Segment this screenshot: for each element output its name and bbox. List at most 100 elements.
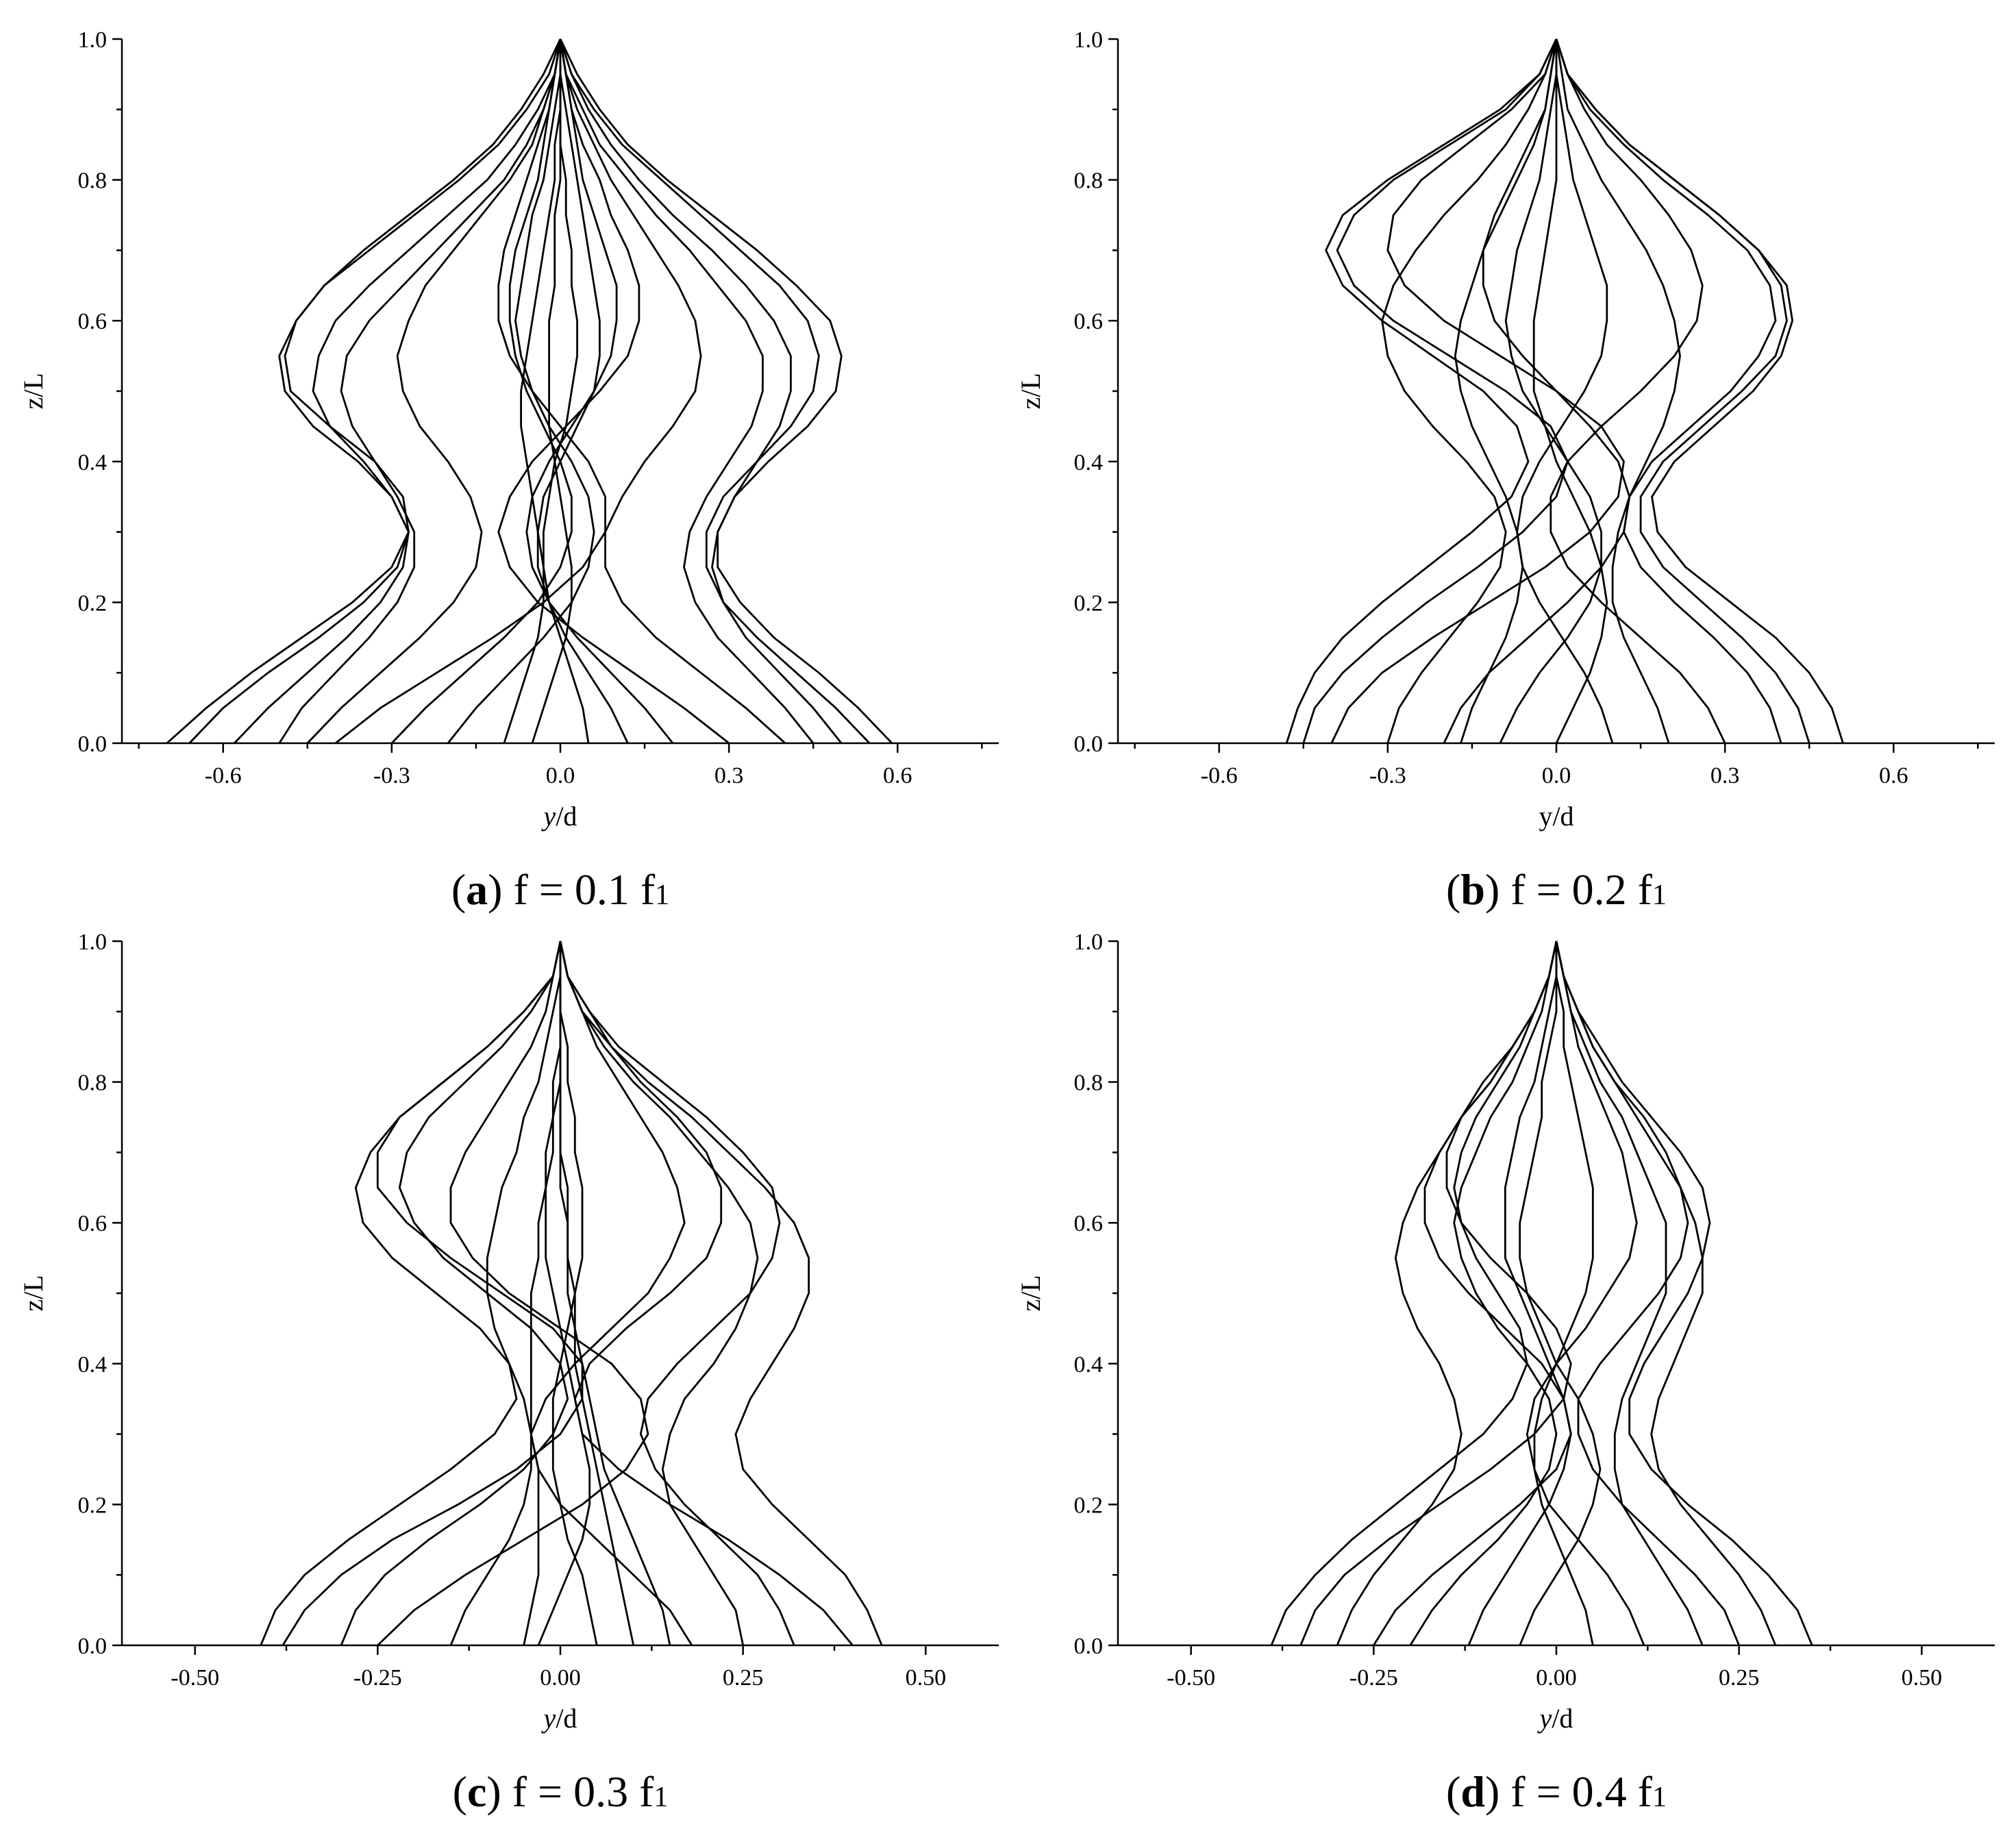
y-axis-label: z/L — [18, 1275, 49, 1311]
caption-subscript: 1 — [1652, 1782, 1667, 1813]
profile-line-4 — [1443, 38, 1631, 744]
profile-line-8 — [1516, 39, 1614, 744]
y-tick-label: 0.2 — [78, 590, 108, 616]
profile-line-13 — [1555, 38, 1844, 744]
profile-line-12 — [559, 940, 795, 1646]
profile-line-2 — [340, 940, 569, 1646]
y-tick-label: 0.0 — [78, 1634, 108, 1659]
panel-caption: (a) f = 0.1 f1 — [451, 865, 669, 914]
profile-line-1 — [1302, 38, 1569, 744]
profile-line-3 — [1381, 38, 1558, 744]
profile-line-13 — [559, 940, 854, 1646]
profile-line-10 — [530, 940, 693, 1646]
x-tick-label: -0.6 — [205, 763, 242, 788]
caption-subscript: 1 — [1652, 880, 1667, 911]
y-tick-label: 1.0 — [1074, 930, 1104, 955]
profile-line-17 — [559, 38, 871, 744]
x-axis-label: y/d — [1537, 1703, 1573, 1734]
x-tick-label: 0.3 — [1710, 763, 1740, 788]
x-axis-label: y/d — [541, 801, 577, 832]
profile-line-10 — [1555, 940, 1740, 1646]
profile-line-0 — [1270, 940, 1558, 1646]
x-axis-label-rest: /d — [1552, 1703, 1573, 1734]
caption-letter: c — [467, 1767, 486, 1816]
profile-lines — [1285, 38, 1844, 744]
profile-line-1 — [1299, 940, 1572, 1646]
panel-a: 0.0 0.2 0.4 0.6 0.8 1.0 -0.6 -0.3 0.0 0.3 0.6 y/d z/… — [18, 27, 999, 914]
y-tick-label: 0.2 — [1074, 1493, 1104, 1518]
y-tick-label: 0.6 — [78, 309, 108, 334]
x-axis-label: y/d — [541, 1703, 577, 1734]
x-tick-label: 0.00 — [1536, 1665, 1577, 1691]
x-axis-label-rest: y/d — [1539, 801, 1573, 832]
x-tick-label: 0.50 — [1902, 1665, 1943, 1691]
profile-line-6 — [390, 38, 573, 744]
profile-line-12 — [1555, 38, 1810, 744]
caption-text: f = 0.3 f — [501, 1767, 654, 1816]
y-tick-label: 0.4 — [1074, 1352, 1104, 1377]
profile-line-6 — [1499, 39, 1603, 744]
profile-line-1 — [282, 940, 584, 1646]
x-tick-label: -0.50 — [171, 1665, 219, 1691]
caption-letter: b — [1460, 865, 1485, 914]
profile-line-0 — [166, 38, 562, 745]
profile-line-13 — [497, 38, 730, 745]
profile-line-8 — [1526, 940, 1645, 1646]
caption-letter: a — [466, 865, 488, 914]
y-tick-label: 0.2 — [78, 1493, 108, 1518]
x-tick-label: 0.6 — [883, 763, 912, 788]
x-tick-label: 0.50 — [906, 1665, 947, 1691]
profile-line-5 — [334, 38, 606, 745]
panel-caption: (d) f = 0.4 f1 — [1446, 1767, 1667, 1816]
profile-lines — [1270, 940, 1813, 1646]
x-tick-label: 0.25 — [723, 1665, 764, 1691]
y-tick-label: 1.0 — [78, 27, 108, 53]
profile-line-14 — [559, 38, 786, 745]
profile-line-9 — [1555, 940, 1704, 1646]
panel-b: 0.0 0.2 0.4 0.6 0.8 1.0 -0.6 -0.3 0.0 0.3 0.6 y/d z/… — [1015, 27, 1995, 914]
profile-line-9 — [559, 941, 671, 1646]
profile-line-7 — [1532, 39, 1608, 744]
x-axis-label-rest: /d — [556, 801, 577, 832]
profile-line-8 — [503, 39, 562, 744]
x-axis-label: y/d — [1539, 801, 1573, 832]
y-tick-label: 0.2 — [1074, 590, 1104, 616]
profile-line-2 — [1330, 38, 1625, 744]
profile-line-16 — [559, 38, 843, 744]
y-axis-label: z/L — [18, 373, 49, 409]
panel-c: 0.0 0.2 0.4 0.6 0.8 1.0 -0.50 -0.25 0.00 0.25 0.50… — [18, 930, 999, 1816]
x-axis-label-rest: /d — [556, 1703, 577, 1734]
y-tick-label: 0.4 — [78, 450, 108, 475]
profile-line-2 — [1336, 940, 1558, 1646]
x-tick-label: -0.25 — [353, 1665, 402, 1691]
profile-line-14 — [559, 940, 883, 1646]
profile-line-3 — [1373, 940, 1572, 1646]
caption-text: f = 0.1 f — [502, 865, 655, 914]
x-tick-label: -0.3 — [373, 763, 410, 788]
x-tick-label: 0.0 — [546, 763, 575, 788]
y-tick-label: 1.0 — [78, 930, 108, 955]
profile-line-5 — [1454, 38, 1558, 744]
y-tick-label: 1.0 — [1074, 27, 1104, 53]
x-tick-label: 0.3 — [714, 763, 744, 788]
profile-line-10 — [543, 39, 590, 744]
y-tick-label: 0.0 — [78, 732, 108, 757]
y-tick-label: 0.8 — [78, 169, 108, 194]
y-tick-label: 0.8 — [1074, 1071, 1104, 1096]
profile-line-10 — [1550, 38, 1726, 744]
caption-text: f = 0.4 f — [1499, 1767, 1652, 1816]
y-axis-label: z/L — [1015, 373, 1046, 409]
profile-line-3 — [377, 940, 649, 1647]
profile-line-7 — [447, 39, 595, 744]
profile-line-18 — [559, 38, 893, 744]
profile-line-1 — [188, 38, 562, 744]
profile-line-12 — [1555, 940, 1813, 1646]
y-tick-label: 0.0 — [1074, 732, 1104, 757]
x-axis-label-italic: y — [1537, 1703, 1552, 1734]
x-tick-label: -0.6 — [1201, 763, 1238, 788]
y-tick-label: 0.6 — [1074, 309, 1104, 334]
profile-line-4 — [1409, 940, 1558, 1646]
caption-subscript: 1 — [655, 880, 669, 911]
profile-line-4 — [306, 38, 562, 744]
